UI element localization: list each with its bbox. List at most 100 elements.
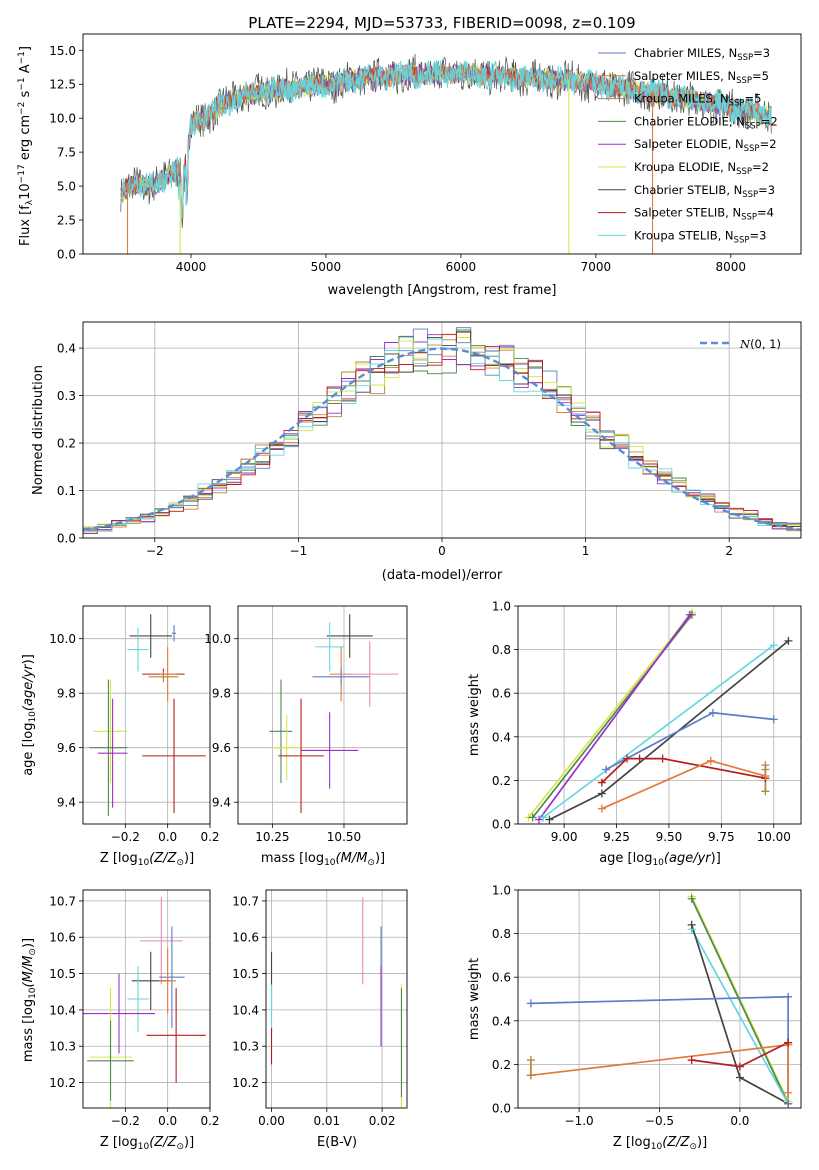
y-tick-label: 10.3 [49,1040,76,1054]
y-tick-label: 10.7 [49,894,76,908]
y-tick-label: 10.6 [49,931,76,945]
mass-weight-marker [687,1056,696,1065]
y-tick-label: 10.5 [49,967,76,981]
label-sub: 10 [324,858,336,868]
x-tick-label: −1 [290,544,308,558]
x-axis-label: Z [log10(Z/Z⊙)] [100,1135,194,1152]
legend-label: Salpeter MILES, NSSP=5 [634,69,769,86]
legend-label: Salpeter STELIB, NSSP=4 [634,206,774,223]
label-part: )] [711,851,721,866]
mass-weight-marker [526,1056,535,1065]
legend-label-main: Chabrier ELODIE, N [634,114,745,128]
y-axis-label: Normed distribution [31,365,46,495]
x-axis-label: (data-model)/error [382,568,503,583]
plot-area-spectrum [120,53,772,254]
x-tick-label: 9.50 [656,830,683,844]
plot-area-age-vs-Z [89,614,206,816]
y-tick-label: 2.5 [57,214,76,228]
label-sup: −2 [17,102,27,115]
mass-weight-line [542,644,775,819]
x-axis-label: Z [log10(Z/Z⊙)] [613,1135,707,1152]
y-tick-label: 10.0 [49,632,76,646]
x-tick-label: 0.0 [730,1114,749,1128]
mass-weight-marker [784,1088,793,1097]
mass-weight-marker [735,1062,744,1071]
mass-weight-marker [597,789,606,798]
y-tick-label: 0.2 [57,437,76,451]
legend-label-tail: =5 [752,69,769,83]
x-axis-label: Z [log10(Z/Z⊙)] [100,851,194,868]
x-tick-label: 0.0 [158,830,177,844]
panel-age-vs-mass: 10.25 10.50 9.4 9.6 9.8 10.0 mass [log10(M/M⊙)… [204,605,408,868]
mass-weight-marker [761,761,770,770]
legend-label-main: Salpeter MILES, N [634,69,736,83]
label-part: erg cm [18,115,33,164]
label-part: (age/yr [664,851,712,866]
y-tick-label: 1.0 [492,884,511,898]
legend-label-main: N [739,337,751,351]
x-tick-label: 0.0 [158,1114,177,1128]
x-tick-label: 8000 [716,260,747,274]
y-tick-label: 10.0 [204,632,231,646]
mass-weight-marker [602,765,611,774]
y-tick-label: 10.0 [49,112,76,126]
axes-frame [265,889,408,1109]
mass-weight-marker [784,1038,793,1047]
x-axis-label: age [log10(age/yr)] [599,851,721,868]
legend-label-sub: SSP [729,99,745,109]
y-tick-label: 1.0 [492,600,511,614]
x-tick-label: −0.5 [645,1114,674,1128]
legend-label: Salpeter ELODIE, NSSP=2 [634,137,777,154]
y-tick-label: 9.4 [212,796,231,810]
y-tick-label: 9.6 [212,741,231,755]
y-tick-label: 5.0 [57,180,76,194]
y-axis-label: age [log10(age/yr)] [21,654,38,776]
label-part: )] [184,1135,194,1150]
mass-weight-marker [597,804,606,813]
y-tick-label: 0.6 [492,687,511,701]
y-tick-label: 0.4 [57,342,76,356]
x-axis-label: wavelength [Angstrom, rest frame] [328,283,557,298]
legend-label-main: Chabrier STELIB, N [634,183,742,197]
y-tick-label: 10.7 [232,894,259,908]
x-tick-label: 10.50 [327,830,361,844]
label-part: )] [697,1135,707,1150]
panel-massweight-vs-Z: −1.0 −0.5 0.0 0.0 0.2 0.4 0.6 0.8 1.0 mass weight… [467,884,802,1152]
legend-label: Chabrier STELIB, NSSP=3 [634,183,775,200]
mass-weight-marker [526,1071,535,1080]
label-sub: 10 [28,987,38,999]
label-sub: ⊙ [176,1142,184,1152]
mass-weight-marker [635,754,644,763]
mass-weight-marker [539,813,548,822]
y-tick-label: 15.0 [49,44,76,58]
label-sub: ⊙ [28,948,38,956]
x-tick-label: 0.01 [313,1114,340,1128]
mass-weight-marker [735,1073,744,1082]
label-sub: λ [25,199,35,205]
legend-label: Kroupa MILES, NSSP=5 [634,92,761,109]
label-sub: 10 [28,711,38,723]
label-part: )] [375,851,385,866]
mass-weight-line [690,928,789,1105]
y-tick-label: 10.4 [49,1003,76,1017]
plot-area-residuals [83,327,801,534]
axes-frame [237,605,408,825]
plot-area-mass-vs-Z [83,897,206,1108]
panel-spectrum: 4000 5000 6000 7000 8000 0.0 2.5 5.0 7.5 10.0 12.5… [17,14,802,298]
legend-label-tail: =4 [757,206,774,220]
x-tick-label: 0.2 [200,830,219,844]
panel-age-vs-Z: −0.2 0.0 0.29.49.69.810.0Z [log10(Z/Z⊙)]ag… [21,605,220,868]
x-tick-label: 1 [582,544,590,558]
y-tick-label: 10.2 [232,1076,259,1090]
y-axis-label: mass weight [467,674,482,756]
y-tick-label: 0.2 [492,1058,511,1072]
mass-weight-marker [623,754,632,763]
legend-label-sub: SSP [734,235,750,245]
x-tick-label: 0 [438,544,446,558]
y-tick-label: 9.6 [57,741,76,755]
axes-frame [82,889,211,1109]
label-part: Z [log [100,851,138,866]
label-sup: −1 [17,51,27,64]
label-part: )] [184,851,194,866]
x-tick-label: 6000 [446,260,477,274]
